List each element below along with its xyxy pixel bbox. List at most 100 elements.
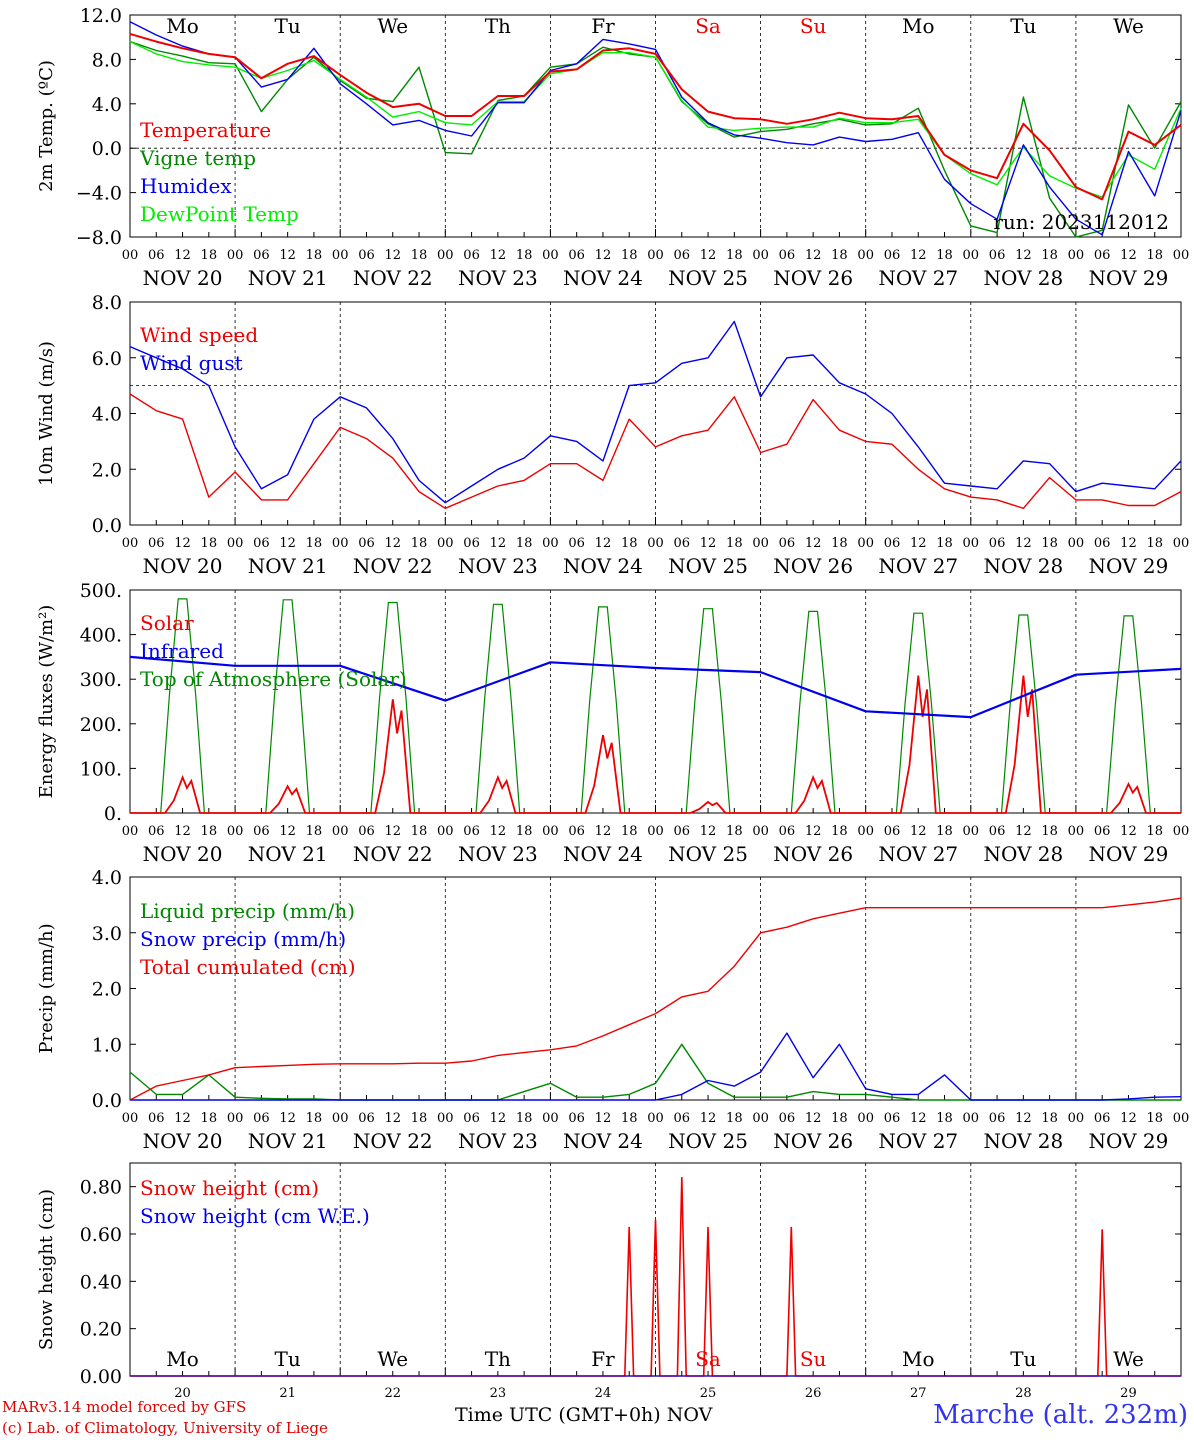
x-axis-title: Time UTC (GMT+0h) NOV xyxy=(455,1404,713,1426)
hour-label: 00 xyxy=(227,1111,244,1126)
hour-label: 18 xyxy=(516,248,533,263)
hour-label: 12 xyxy=(595,536,612,551)
weekday-label: We xyxy=(1113,14,1144,38)
date-label: NOV 24 xyxy=(563,1129,643,1153)
weekday-label: Th xyxy=(485,1347,511,1371)
series-line-total-cumulated-cm- xyxy=(129,897,1182,1101)
hour-label: 12 xyxy=(279,536,296,551)
hour-label: 12 xyxy=(910,1111,927,1126)
hour-label: 12 xyxy=(279,248,296,263)
y-tick-label: 1.0 xyxy=(92,1034,122,1056)
date-label: NOV 28 xyxy=(983,554,1063,578)
hour-label: 18 xyxy=(831,248,848,263)
hour-label: 18 xyxy=(726,536,743,551)
y-tick-label: 4.0 xyxy=(92,404,122,426)
hour-label: 18 xyxy=(621,824,638,839)
date-label: NOV 22 xyxy=(353,266,433,290)
weekday-label: Tu xyxy=(275,1347,301,1371)
hour-label: 00 xyxy=(542,536,559,551)
date-label: NOV 22 xyxy=(353,1129,433,1153)
date-label: NOV 21 xyxy=(248,1129,328,1153)
hour-label: 00 xyxy=(752,248,769,263)
date-label: NOV 20 xyxy=(143,1129,223,1153)
hour-label: 18 xyxy=(516,536,533,551)
hour-label: 12 xyxy=(1015,824,1032,839)
hour-label: 06 xyxy=(148,1111,165,1126)
legend-entry: Liquid precip (mm/h) xyxy=(140,899,355,923)
hour-label: 00 xyxy=(963,824,980,839)
date-label: NOV 21 xyxy=(248,554,328,578)
hour-label: 00 xyxy=(1173,824,1190,839)
hour-label: 18 xyxy=(411,824,428,839)
hour-label: 12 xyxy=(279,1111,296,1126)
hour-label: 18 xyxy=(1041,536,1058,551)
hour-label: 18 xyxy=(1146,536,1163,551)
weekday-label: Sa xyxy=(695,1347,721,1371)
hour-label: 18 xyxy=(831,824,848,839)
hour-label: 00 xyxy=(542,248,559,263)
hour-label: 06 xyxy=(1094,248,1111,263)
legend-entry: Snow precip (mm/h) xyxy=(140,927,346,951)
y-axis-label: Snow height (cm) xyxy=(36,1189,57,1350)
hour-label: 00 xyxy=(647,536,664,551)
hour-label: 12 xyxy=(805,824,822,839)
hour-label: 00 xyxy=(857,1111,874,1126)
hour-label: 00 xyxy=(332,248,349,263)
hour-label: 00 xyxy=(647,1111,664,1126)
hour-label: 18 xyxy=(726,248,743,263)
hour-label: 06 xyxy=(674,1111,691,1126)
date-label: NOV 22 xyxy=(353,842,433,866)
hour-label: 18 xyxy=(411,536,428,551)
hour-label: 12 xyxy=(1120,248,1137,263)
hour-label: 12 xyxy=(700,248,717,263)
hour-label: 12 xyxy=(1015,248,1032,263)
day-number: 22 xyxy=(384,1386,401,1401)
weekday-label: Tu xyxy=(275,14,301,38)
hour-label: 06 xyxy=(253,824,270,839)
date-label: NOV 27 xyxy=(878,266,958,290)
hour-label: 18 xyxy=(306,824,323,839)
y-tick-label: 0.40 xyxy=(80,1271,122,1293)
weekday-label: We xyxy=(1113,1347,1144,1371)
hour-label: 12 xyxy=(910,824,927,839)
date-label: NOV 22 xyxy=(353,554,433,578)
hour-label: 06 xyxy=(463,1111,480,1126)
series-line-wind-speed xyxy=(129,393,1182,509)
hour-label: 18 xyxy=(201,824,218,839)
y-tick-label: 3.0 xyxy=(92,923,122,945)
station-title: Marche (alt. 232m) xyxy=(933,1400,1188,1430)
y-tick-label: 4.0 xyxy=(92,94,122,116)
weekday-label: Tu xyxy=(1010,1347,1036,1371)
hour-label: 06 xyxy=(779,248,796,263)
date-label: NOV 25 xyxy=(668,842,748,866)
hour-label: 06 xyxy=(674,536,691,551)
date-label: NOV 29 xyxy=(1089,1129,1169,1153)
hour-label: 18 xyxy=(516,824,533,839)
date-label: NOV 27 xyxy=(878,554,958,578)
hour-label: 18 xyxy=(726,824,743,839)
hour-label: 12 xyxy=(490,248,507,263)
date-label: NOV 23 xyxy=(458,842,538,866)
hour-label: 18 xyxy=(831,1111,848,1126)
hour-label: 06 xyxy=(148,824,165,839)
hour-label: 06 xyxy=(674,248,691,263)
legend-entry: Vigne temp xyxy=(139,146,256,170)
plot-frame xyxy=(129,301,1182,526)
y-tick-label: 2.0 xyxy=(92,459,122,481)
hour-label: 00 xyxy=(227,824,244,839)
date-label: NOV 28 xyxy=(983,1129,1063,1153)
weekday-label: Sa xyxy=(695,14,721,38)
weekday-label: Mo xyxy=(902,1347,935,1371)
hour-label: 00 xyxy=(963,1111,980,1126)
hour-label: 18 xyxy=(1146,1111,1163,1126)
hour-label: 18 xyxy=(201,536,218,551)
date-label: NOV 21 xyxy=(248,266,328,290)
hour-label: 18 xyxy=(831,536,848,551)
hour-label: 18 xyxy=(411,248,428,263)
hour-label: 00 xyxy=(857,248,874,263)
lab-credit: (c) Lab. of Climatology, University of L… xyxy=(2,1419,328,1437)
hour-label: 18 xyxy=(1041,248,1058,263)
weekday-label: Tu xyxy=(1010,14,1036,38)
date-label: NOV 29 xyxy=(1089,554,1169,578)
